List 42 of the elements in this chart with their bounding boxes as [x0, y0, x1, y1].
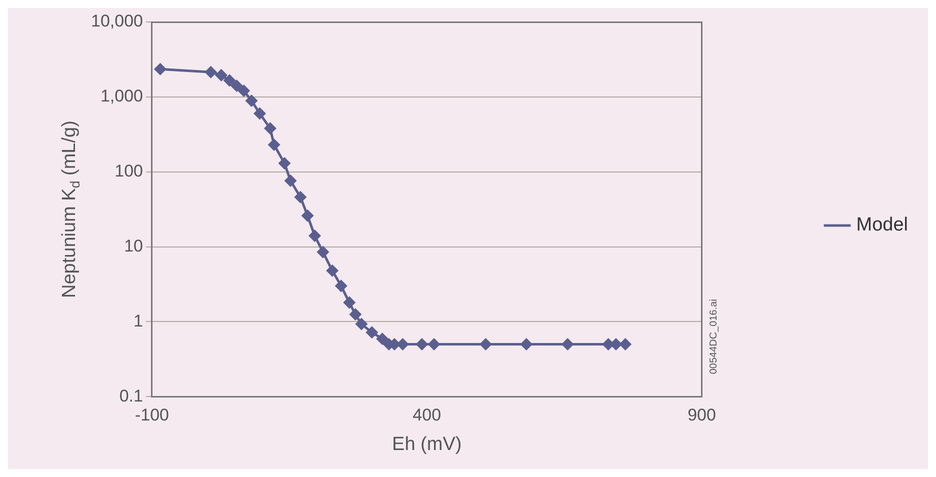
point — [335, 280, 347, 292]
point — [294, 191, 306, 203]
point — [326, 264, 338, 276]
point — [246, 94, 258, 106]
point — [376, 333, 388, 345]
point — [230, 80, 242, 92]
y-axis-title: Neptunium Kd (mL/g) — [59, 120, 82, 298]
point — [264, 122, 276, 134]
point — [154, 63, 166, 75]
point — [317, 246, 329, 258]
x-axis-title: Eh (mV) — [392, 434, 462, 455]
point — [344, 296, 356, 308]
point — [254, 108, 266, 120]
point — [366, 326, 378, 338]
point — [308, 230, 320, 242]
point — [562, 338, 574, 350]
point — [302, 210, 314, 222]
point — [268, 138, 280, 150]
point — [224, 74, 236, 86]
point — [350, 308, 362, 320]
point — [416, 338, 428, 350]
x-tick-label: 400 — [412, 405, 442, 424]
point — [428, 338, 440, 350]
y-tick-label: 1,000 — [100, 86, 143, 106]
y-tick-label: 10 — [124, 236, 143, 256]
x-tick-label: -100 — [134, 405, 170, 424]
y-tick-label: 100 — [114, 162, 143, 181]
y-tick-label: 1 — [134, 311, 143, 330]
point — [480, 338, 492, 350]
point — [205, 66, 217, 78]
point — [216, 69, 228, 81]
x-tick-label: 900 — [688, 405, 716, 424]
point — [520, 338, 532, 350]
point — [356, 318, 368, 330]
y-tick-label: 10,000 — [90, 12, 143, 31]
point — [620, 338, 632, 350]
y-tick-label: 0.1 — [119, 386, 143, 406]
legend-label: Model — [856, 214, 908, 236]
point — [238, 84, 250, 96]
point — [284, 175, 296, 187]
text: 00544DC_016.ai — [708, 299, 720, 374]
point — [278, 158, 290, 170]
